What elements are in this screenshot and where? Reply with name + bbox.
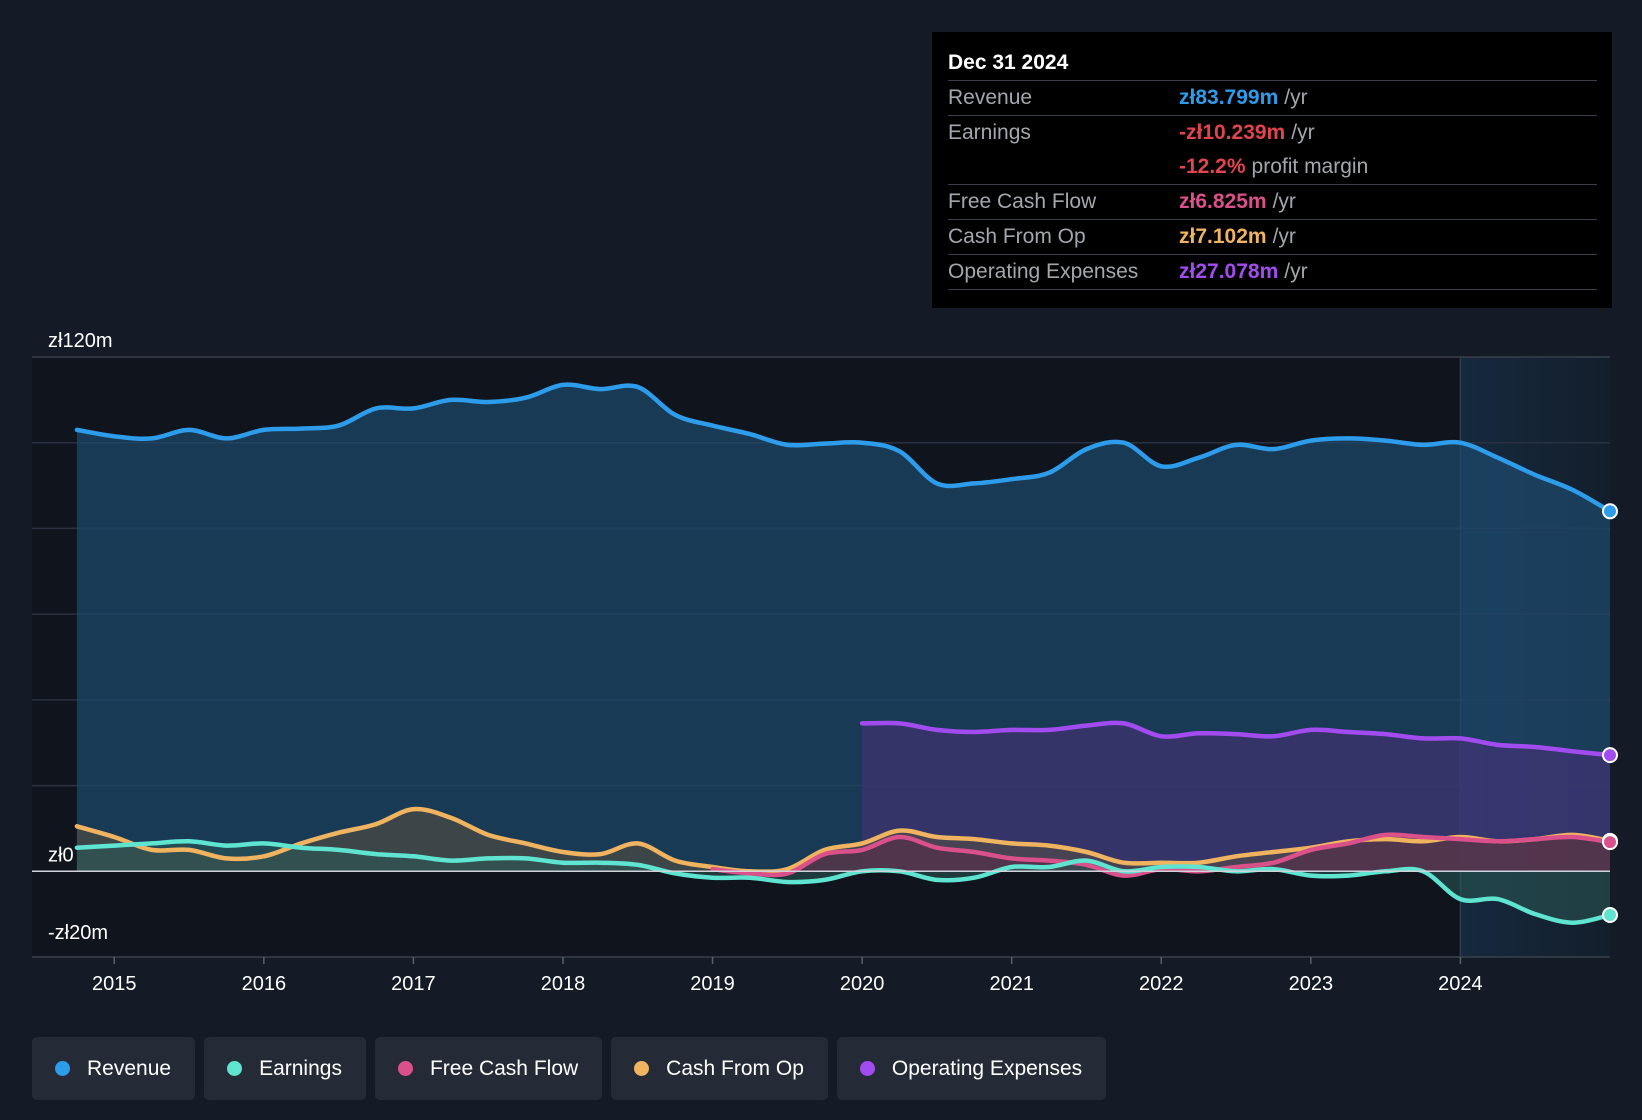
tooltip-value: zł83.799m <box>1179 86 1279 109</box>
tooltip-value: -12.2% <box>1179 155 1246 178</box>
tooltip-unit: /yr <box>1284 260 1308 283</box>
tooltip-date: Dec 31 2024 <box>948 46 1597 81</box>
tooltip-row-profit-margin: -12.2% profit margin <box>948 150 1597 185</box>
x-tick-label: 2020 <box>840 973 885 995</box>
tooltip-unit: /yr <box>1272 190 1296 213</box>
legend-label: Operating Expenses <box>891 1056 1083 1080</box>
tooltip-value: -zł10.239m <box>1179 121 1286 144</box>
operating-expenses-area <box>862 722 1610 872</box>
tooltip-row-operating-expenses: Operating Expenses zł27.078m /yr <box>948 255 1597 290</box>
tooltip-label: Operating Expenses <box>948 260 1139 283</box>
tooltip-row-cash-from-op: Cash From Op zł7.102m /yr <box>948 220 1597 255</box>
tooltip-value: zł7.102m <box>1179 225 1267 248</box>
legend-label: Revenue <box>87 1056 172 1080</box>
tooltip-row-revenue: Revenue zł83.799m /yr <box>948 81 1597 116</box>
x-tick-label: 2016 <box>242 973 287 995</box>
tooltip-unit: profit margin <box>1251 155 1369 178</box>
earnings-line <box>74 838 1613 925</box>
tooltip-label <box>948 150 1179 184</box>
tooltip-label: Revenue <box>948 86 1033 109</box>
y-tick-label: zł0 <box>48 844 74 866</box>
legend-item-operating-expenses[interactable]: Operating Expenses <box>836 1037 1107 1100</box>
cash-from-op-area <box>76 808 1610 872</box>
legend-dot-icon <box>634 1061 650 1076</box>
x-tick-label: 2021 <box>989 973 1034 995</box>
y-tick-label: -zł20m <box>48 922 108 944</box>
legend-item-free-cash-flow[interactable]: Free Cash Flow <box>374 1037 603 1100</box>
tooltip-unit: /yr <box>1291 121 1315 144</box>
legend-dot-icon <box>227 1061 243 1076</box>
legend-item-earnings[interactable]: Earnings <box>204 1037 366 1100</box>
operating-expenses-end-point <box>1602 747 1618 764</box>
revenue-line <box>74 382 1613 514</box>
x-tick-label: 2022 <box>1139 973 1184 995</box>
x-tick-label: 2015 <box>92 973 137 995</box>
revenue-end-point <box>1602 503 1618 520</box>
x-tick-label: 2017 <box>391 973 436 995</box>
legend-dot-icon <box>397 1061 413 1076</box>
free-cash-flow-end-point <box>1602 834 1618 851</box>
tooltip-label: Earnings <box>948 121 1031 144</box>
tooltip-row-free-cash-flow: Free Cash Flow zł6.825m /yr <box>948 185 1597 220</box>
x-tick-label: 2019 <box>690 973 735 995</box>
legend-dot-icon <box>859 1061 875 1076</box>
tooltip-value: zł27.078m <box>1179 260 1279 283</box>
x-tick-label: 2018 <box>541 973 586 995</box>
legend-item-cash-from-op[interactable]: Cash From Op <box>611 1037 828 1100</box>
x-tick-label: 2023 <box>1289 973 1334 995</box>
operating-expenses-line <box>859 720 1613 758</box>
legend-label: Cash From Op <box>666 1056 804 1080</box>
legend: Revenue Earnings Free Cash Flow Cash Fro… <box>32 1037 1115 1100</box>
tooltip-unit: /yr <box>1284 86 1308 109</box>
tooltip-value: zł6.825m <box>1179 190 1267 213</box>
tooltip-label: Cash From Op <box>948 225 1086 248</box>
tooltip-label: Free Cash Flow <box>948 190 1097 213</box>
legend-label: Free Cash Flow <box>429 1056 579 1080</box>
tooltip-unit: /yr <box>1272 225 1296 248</box>
y-tick-label: zł120m <box>48 330 112 352</box>
earnings-end-point <box>1602 907 1618 923</box>
legend-item-revenue[interactable]: Revenue <box>32 1037 196 1100</box>
legend-dot-icon <box>55 1061 70 1076</box>
free-cash-flow-area <box>712 834 1610 876</box>
x-tick-label: 2024 <box>1438 973 1483 995</box>
legend-label: Earnings <box>259 1056 342 1080</box>
tooltip-panel: Dec 31 2024 Revenue zł83.799m /yr Earnin… <box>932 32 1612 308</box>
tooltip-row-earnings: Earnings -zł10.239m /yr <box>948 116 1597 150</box>
